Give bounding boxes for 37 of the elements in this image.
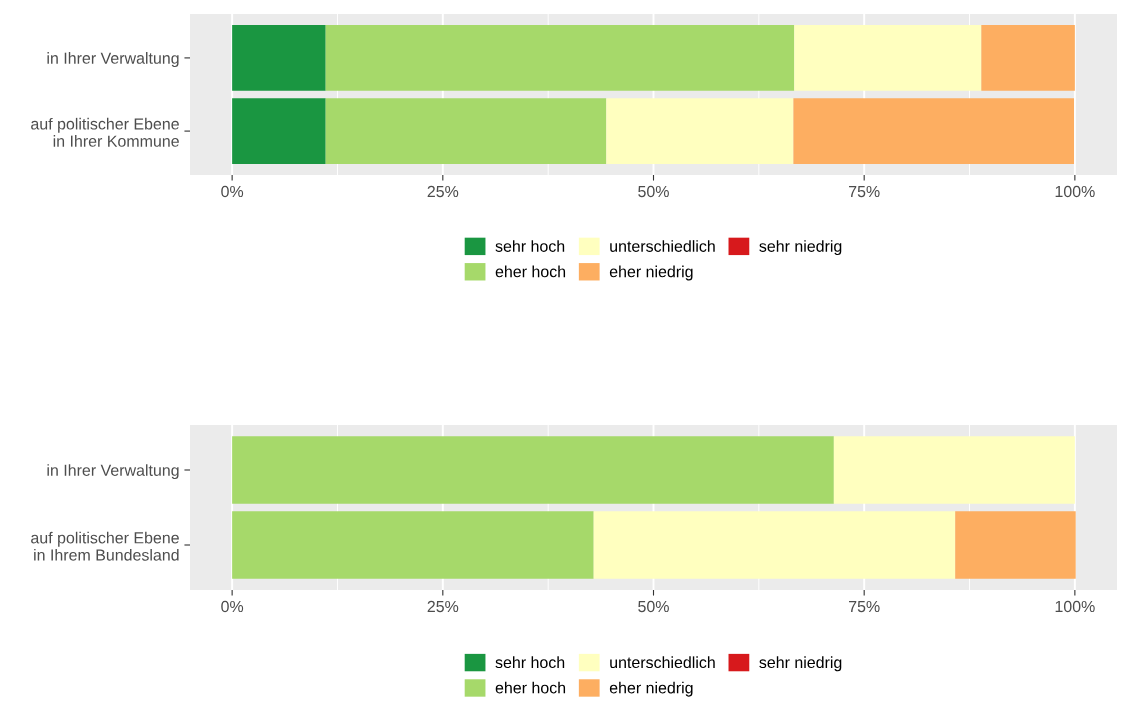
bar bbox=[232, 511, 594, 579]
y-tick-label: in Ihrer Verwaltung bbox=[47, 52, 179, 68]
x-tick-label: 25% bbox=[427, 600, 459, 613]
bar bbox=[325, 24, 795, 91]
legend-label: sehr hoch bbox=[495, 240, 565, 252]
x-tick-label: 75% bbox=[849, 600, 880, 613]
legend-label: sehr niedrig bbox=[759, 656, 842, 672]
bar bbox=[833, 436, 1075, 504]
legend-label: unterschiedlich bbox=[610, 240, 715, 252]
x-tick-label: 100% bbox=[1055, 600, 1095, 613]
bar bbox=[325, 98, 607, 165]
legend-label: unterschiedlich bbox=[610, 656, 715, 669]
y-tick-label: auf politischer Ebene in Ihrer Kommune bbox=[31, 117, 179, 147]
bar bbox=[606, 98, 794, 165]
bar bbox=[981, 24, 1075, 91]
bar bbox=[232, 24, 326, 91]
bar bbox=[794, 24, 982, 91]
bar bbox=[955, 511, 1076, 579]
bar bbox=[793, 98, 1075, 165]
x-tick-label: 50% bbox=[638, 185, 669, 198]
x-tick-label: 100% bbox=[1055, 185, 1095, 198]
legend-label: sehr niedrig bbox=[759, 240, 842, 256]
legend-label: eher niedrig bbox=[609, 265, 693, 281]
legend-label: eher niedrig bbox=[609, 681, 693, 697]
legend-label: eher hoch bbox=[495, 681, 566, 694]
legend-label: sehr hoch bbox=[495, 656, 565, 669]
x-tick-label: 0% bbox=[221, 600, 244, 613]
bar bbox=[593, 511, 956, 579]
bar bbox=[232, 98, 326, 165]
x-tick-label: 50% bbox=[638, 600, 669, 613]
legend-label: eher hoch bbox=[495, 265, 566, 278]
y-tick-label: auf politischer Ebene in Ihrem Bundesland bbox=[31, 531, 179, 561]
bar bbox=[232, 436, 834, 504]
x-tick-label: 0% bbox=[221, 185, 244, 198]
y-tick-label: in Ihrer Verwaltung bbox=[47, 464, 179, 480]
x-tick-label: 75% bbox=[849, 185, 880, 198]
x-tick-label: 25% bbox=[427, 185, 459, 198]
